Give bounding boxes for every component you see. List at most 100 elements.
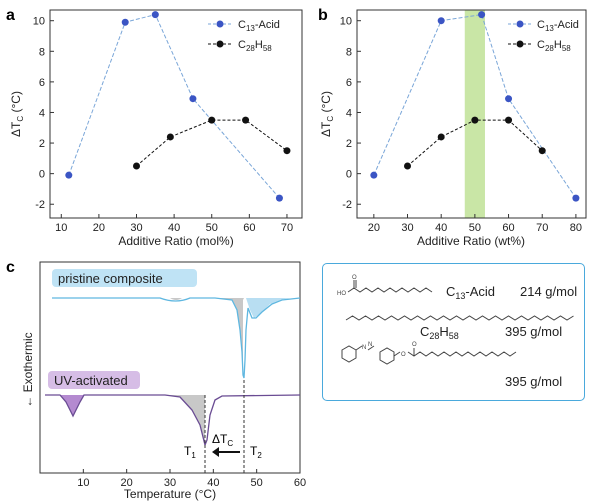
point-c13-acid (478, 11, 486, 19)
y-tick-label: -2 (342, 199, 352, 211)
panel-c-xlabel: Temperature (°C) (124, 487, 216, 501)
molecule-2-name: C28H58 (420, 324, 459, 341)
point-c13-acid (151, 11, 159, 19)
panel-b-xlabel: Additive Ratio (wt%) (417, 234, 525, 248)
legend-b-alkane-marker (516, 40, 524, 48)
x-tick-label: 20 (121, 477, 133, 489)
panel-b-chart: 20 30 40 50 60 70 80 -2 0 2 4 6 8 10 Additive Ratio (… (319, 9, 587, 248)
atom-n2: N (368, 342, 372, 348)
x-tick-label: 30 (401, 222, 413, 234)
panel-a-frame (49, 9, 303, 219)
y-tick-label: 4 (346, 107, 352, 119)
molecule-2-mass: 395 g/mol (505, 324, 562, 339)
point-c28h58 (208, 116, 216, 124)
legend-acid-marker (216, 20, 224, 28)
legend-b-acid-marker (516, 20, 524, 28)
y-tick-label: 8 (346, 46, 352, 58)
y-tick-label: 10 (33, 16, 45, 28)
x-tick-label: 40 (207, 477, 219, 489)
y-tick-label: 2 (346, 138, 352, 150)
x-tick-label: 50 (469, 222, 481, 234)
panel-c-dsc-chart: ΔTC T1 T2 pristine composite UV-activate… (21, 261, 306, 501)
panel-c-ylabel: ← Exothermic (21, 332, 35, 407)
panel-label-c: c (6, 259, 15, 276)
point-c13-acid (505, 95, 513, 103)
series-line-c28h58 (136, 119, 288, 167)
dsc-fill-uv-gray (165, 395, 205, 445)
y-tick-label: 10 (340, 16, 352, 28)
point-c13-acid (189, 95, 197, 103)
atom-o1: O (352, 275, 357, 281)
point-c13-acid (121, 18, 129, 26)
y-tick-label: 6 (346, 77, 352, 89)
point-c13-acid (370, 171, 378, 179)
x-tick-label: 70 (281, 222, 293, 234)
legend-b-acid-label: C13-Acid (537, 19, 579, 33)
atom-n1: N (362, 345, 366, 351)
panel-b-frame (356, 9, 587, 219)
x-tick-label: 30 (164, 477, 176, 489)
x-tick-label: 20 (93, 222, 105, 234)
point-c28h58 (283, 147, 291, 155)
x-tick-label: 60 (502, 222, 514, 234)
molecule-info-box (322, 263, 585, 401)
point-c28h58 (471, 116, 479, 124)
point-c28h58 (538, 147, 546, 155)
pristine-label: pristine composite (58, 271, 163, 286)
legend-alkane-label: C28H58 (238, 39, 272, 53)
x-tick-label: 50 (251, 477, 263, 489)
y-tick-label: 8 (39, 46, 45, 58)
dsc-curve-uv (45, 394, 301, 448)
y-tick-label: 4 (39, 107, 45, 119)
molecule-3-mass: 395 g/mol (505, 374, 562, 389)
x-tick-label: 30 (130, 222, 142, 234)
atom-ho: HO (337, 291, 346, 297)
t1-label: T1 (184, 444, 196, 460)
x-tick-label: 10 (55, 222, 67, 234)
legend-b-alkane-label: C28H58 (537, 39, 571, 53)
panel-label-a: a (6, 7, 15, 24)
x-tick-label: 60 (243, 222, 255, 234)
molecule-azo-ester-structure (341, 345, 517, 365)
point-c13-acid (275, 194, 283, 202)
x-tick-label: 70 (536, 222, 548, 234)
y-tick-label: 0 (346, 169, 352, 181)
molecule-1-mass: 214 g/mol (520, 284, 577, 299)
dsc-fill-small-gray (170, 298, 182, 300)
dsc-fill-pristine-blue (246, 298, 290, 318)
t2-label: T2 (250, 444, 262, 460)
pristine-label-bg (52, 269, 197, 287)
series-line-c13-acid (68, 13, 280, 199)
dsc-fill-pristine-gray (215, 298, 244, 375)
panel-a-ylabel: ΔTC (°C) (9, 91, 25, 137)
x-tick-label: 10 (77, 477, 89, 489)
panel-a-xlabel: Additive Ratio (mol%) (118, 234, 233, 248)
x-tick-label: 80 (570, 222, 582, 234)
x-tick-label: 40 (168, 222, 180, 234)
point-c13-acid (65, 171, 73, 179)
legend-alkane-marker (216, 40, 224, 48)
panel-label-b: b (318, 7, 328, 24)
x-tick-label: 20 (368, 222, 380, 234)
point-c13-acid (437, 17, 445, 25)
x-tick-label: 60 (294, 477, 306, 489)
point-c13-acid (572, 194, 580, 202)
x-tick-label: 50 (206, 222, 218, 234)
y-tick-label: 6 (39, 77, 45, 89)
dsc-fill-uv-purple (60, 395, 84, 416)
legend-acid-label: C13-Acid (238, 19, 280, 33)
point-c28h58 (404, 162, 412, 170)
point-c28h58 (505, 116, 513, 124)
x-tick-label: 40 (435, 222, 447, 234)
panel-a-chart: 10 20 30 40 50 60 70 -2 0 2 4 6 8 10 Additive Ratio (… (9, 9, 303, 248)
uv-label: UV-activated (54, 373, 128, 388)
atom-o2: O (401, 352, 406, 358)
point-c28h58 (133, 162, 141, 170)
panel-b-highlight-band (464, 10, 485, 218)
molecule-c28h58-structure (345, 315, 574, 321)
delta-tc-arrowhead (212, 447, 219, 457)
point-c28h58 (166, 133, 174, 141)
uv-label-bg (48, 371, 140, 389)
delta-tc-label: ΔTC (212, 432, 233, 448)
y-tick-label: -2 (35, 199, 45, 211)
